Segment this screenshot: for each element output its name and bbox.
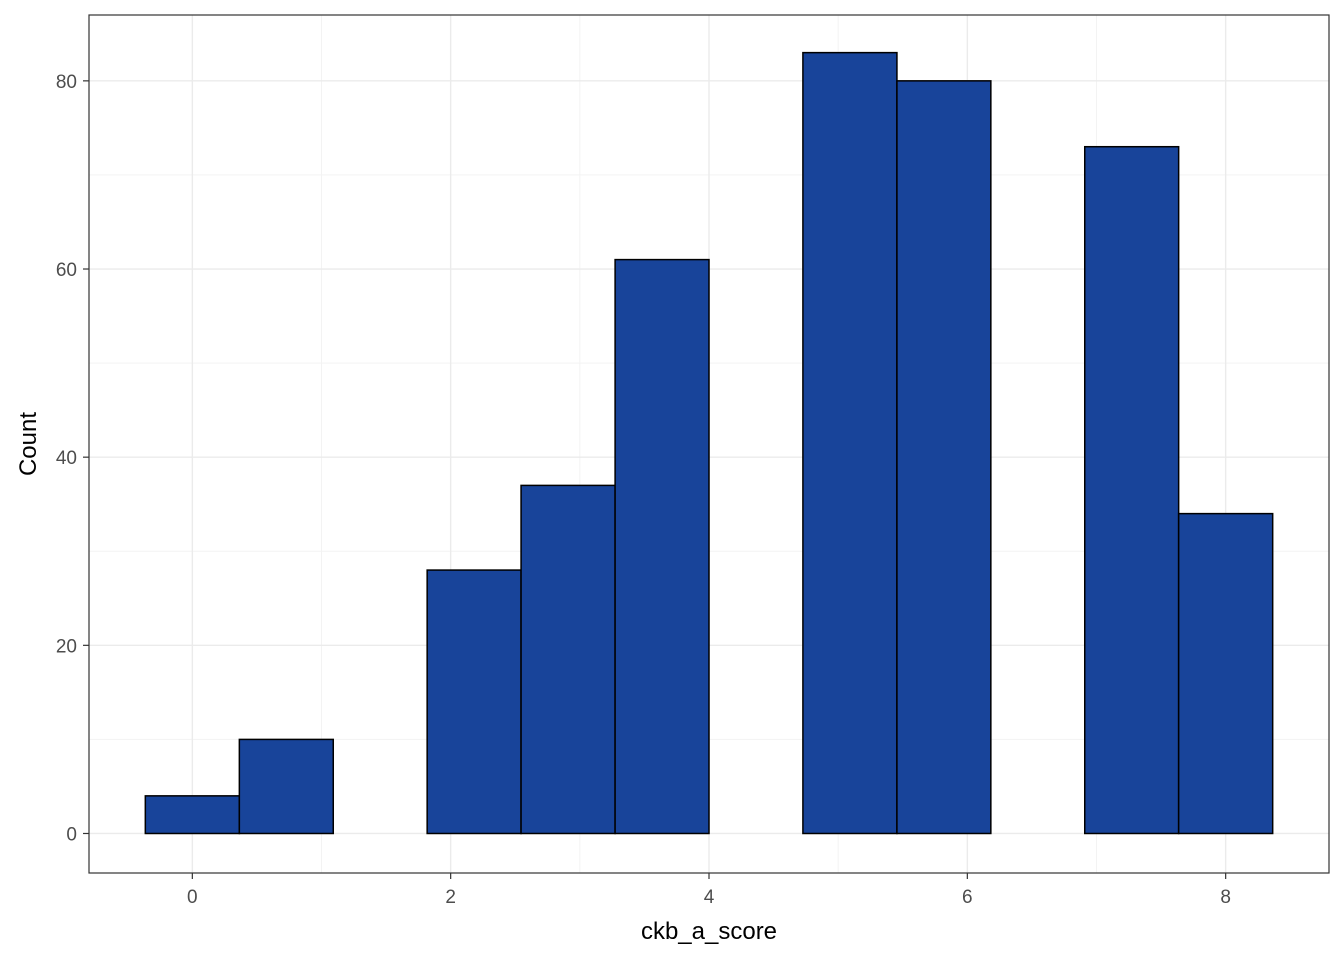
y-tick-label: 40: [56, 448, 77, 469]
histogram-bar: [144, 795, 241, 835]
histogram-bar: [614, 258, 710, 835]
y-axis-ticks: 0 20 40 60 80: [56, 72, 89, 845]
histogram-bar: [802, 51, 898, 835]
histogram-bar: [1177, 512, 1274, 835]
histogram-bar: [520, 484, 616, 835]
x-tick-label: 8: [1220, 887, 1231, 908]
y-tick-label: 80: [56, 72, 77, 93]
histogram-bar: [896, 80, 992, 835]
x-axis-title: ckb_a_score: [641, 918, 777, 945]
x-tick-label: 6: [962, 887, 973, 908]
histogram-bar: [1083, 145, 1180, 835]
y-tick-label: 0: [66, 824, 77, 845]
histogram-bar: [426, 569, 522, 835]
x-tick-label: 0: [187, 887, 198, 908]
y-tick-label: 20: [56, 636, 77, 657]
y-axis-title: Count: [15, 412, 42, 476]
x-tick-label: 2: [445, 887, 456, 908]
x-tick-label: 4: [704, 887, 715, 908]
histogram-bar: [238, 738, 335, 835]
histogram-bars: [144, 51, 1274, 835]
x-axis-ticks: 0 2 4 6 8: [187, 873, 1231, 908]
y-tick-label: 60: [56, 260, 77, 281]
